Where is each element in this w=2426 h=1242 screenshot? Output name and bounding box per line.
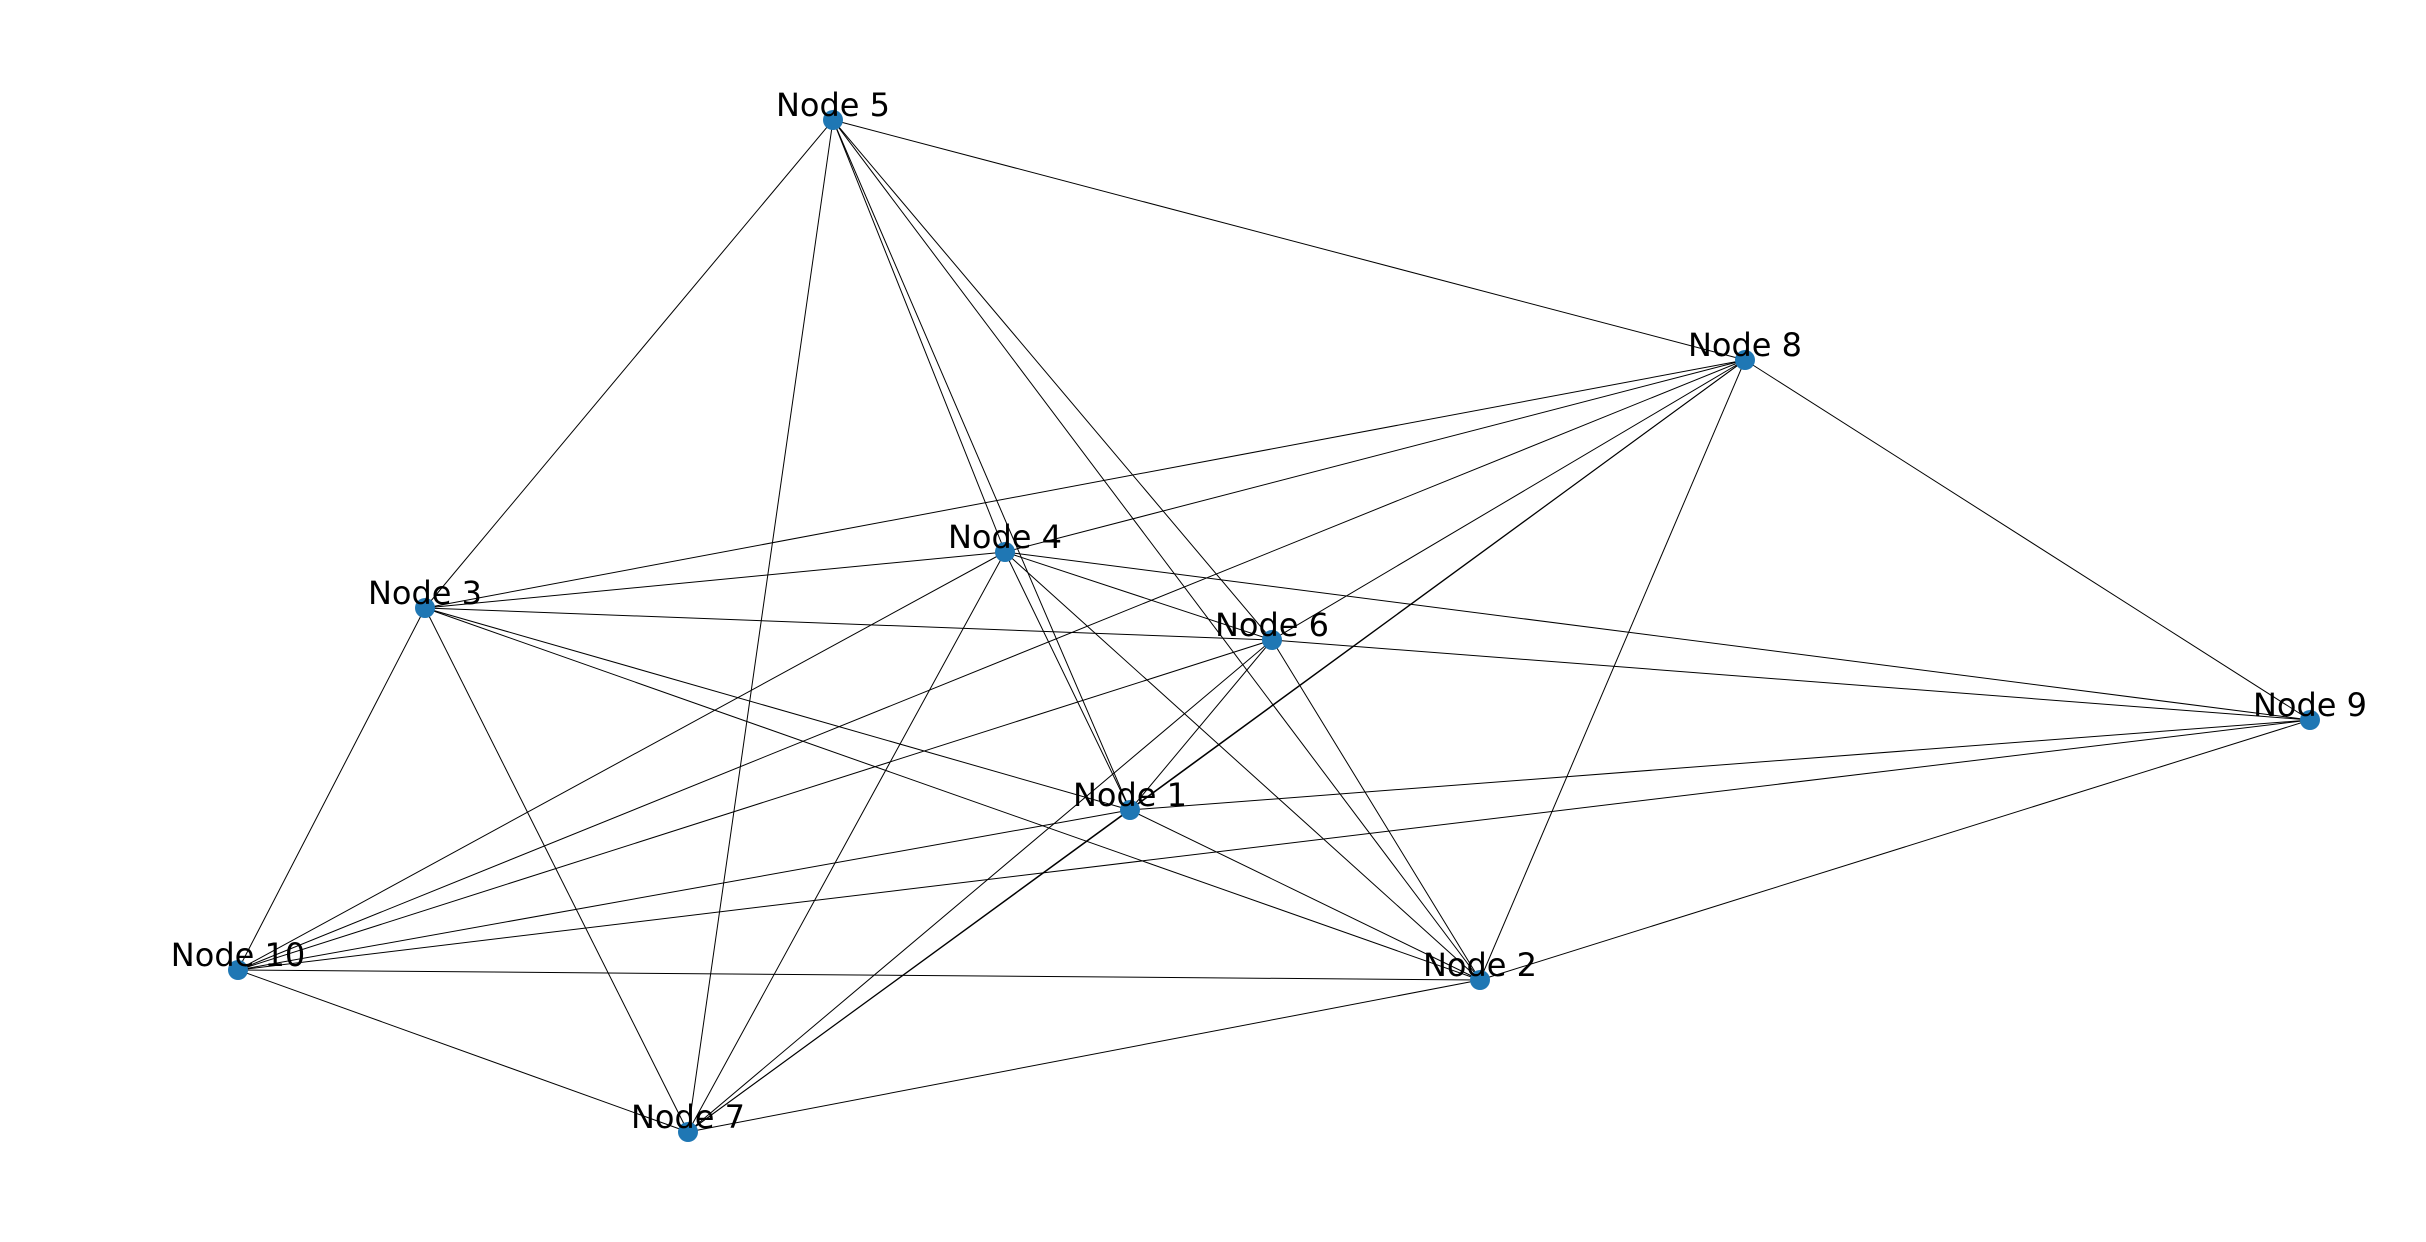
edge — [425, 120, 833, 608]
edge — [833, 120, 1130, 810]
node-label: Node 5 — [776, 86, 890, 124]
edge — [688, 552, 1005, 1132]
edge — [1005, 552, 1130, 810]
edge — [238, 970, 1480, 980]
edge — [238, 720, 2310, 970]
edge — [1745, 360, 2310, 720]
edge — [238, 810, 1130, 970]
node-label: Node 10 — [171, 936, 305, 974]
edge — [833, 120, 1480, 980]
network-graph: Node 1 Node 2 Node 3 Node 4 Node 5 Node 6 Node… — [0, 0, 2426, 1242]
node-label: Node 2 — [1423, 946, 1537, 984]
edge — [238, 608, 425, 970]
edge — [1480, 720, 2310, 980]
edge — [238, 360, 1745, 970]
node-label: Node 4 — [948, 518, 1062, 556]
edge — [425, 608, 1272, 640]
edge — [688, 640, 1272, 1132]
node-label: Node 3 — [368, 574, 482, 612]
edge — [833, 120, 1745, 360]
edge — [238, 552, 1005, 970]
edge — [688, 120, 833, 1132]
edge — [425, 608, 1130, 810]
edge — [1480, 360, 1745, 980]
node-label: Node 8 — [1688, 326, 1802, 364]
edge — [1272, 640, 2310, 720]
edge — [425, 360, 1745, 608]
edge — [688, 980, 1480, 1132]
edge — [238, 970, 688, 1132]
node-label: Node 1 — [1073, 776, 1187, 814]
edge — [1130, 720, 2310, 810]
graph-svg: Node 1 Node 2 Node 3 Node 4 Node 5 Node 6 Node… — [0, 0, 2426, 1242]
edge — [1005, 552, 2310, 720]
node-label: Node 7 — [631, 1098, 745, 1136]
edge — [1005, 360, 1745, 552]
edge — [833, 120, 1005, 552]
edge — [688, 360, 1745, 1132]
node-label: Node 9 — [2253, 686, 2367, 724]
node-label: Node 6 — [1215, 606, 1329, 644]
edge — [1272, 360, 1745, 640]
